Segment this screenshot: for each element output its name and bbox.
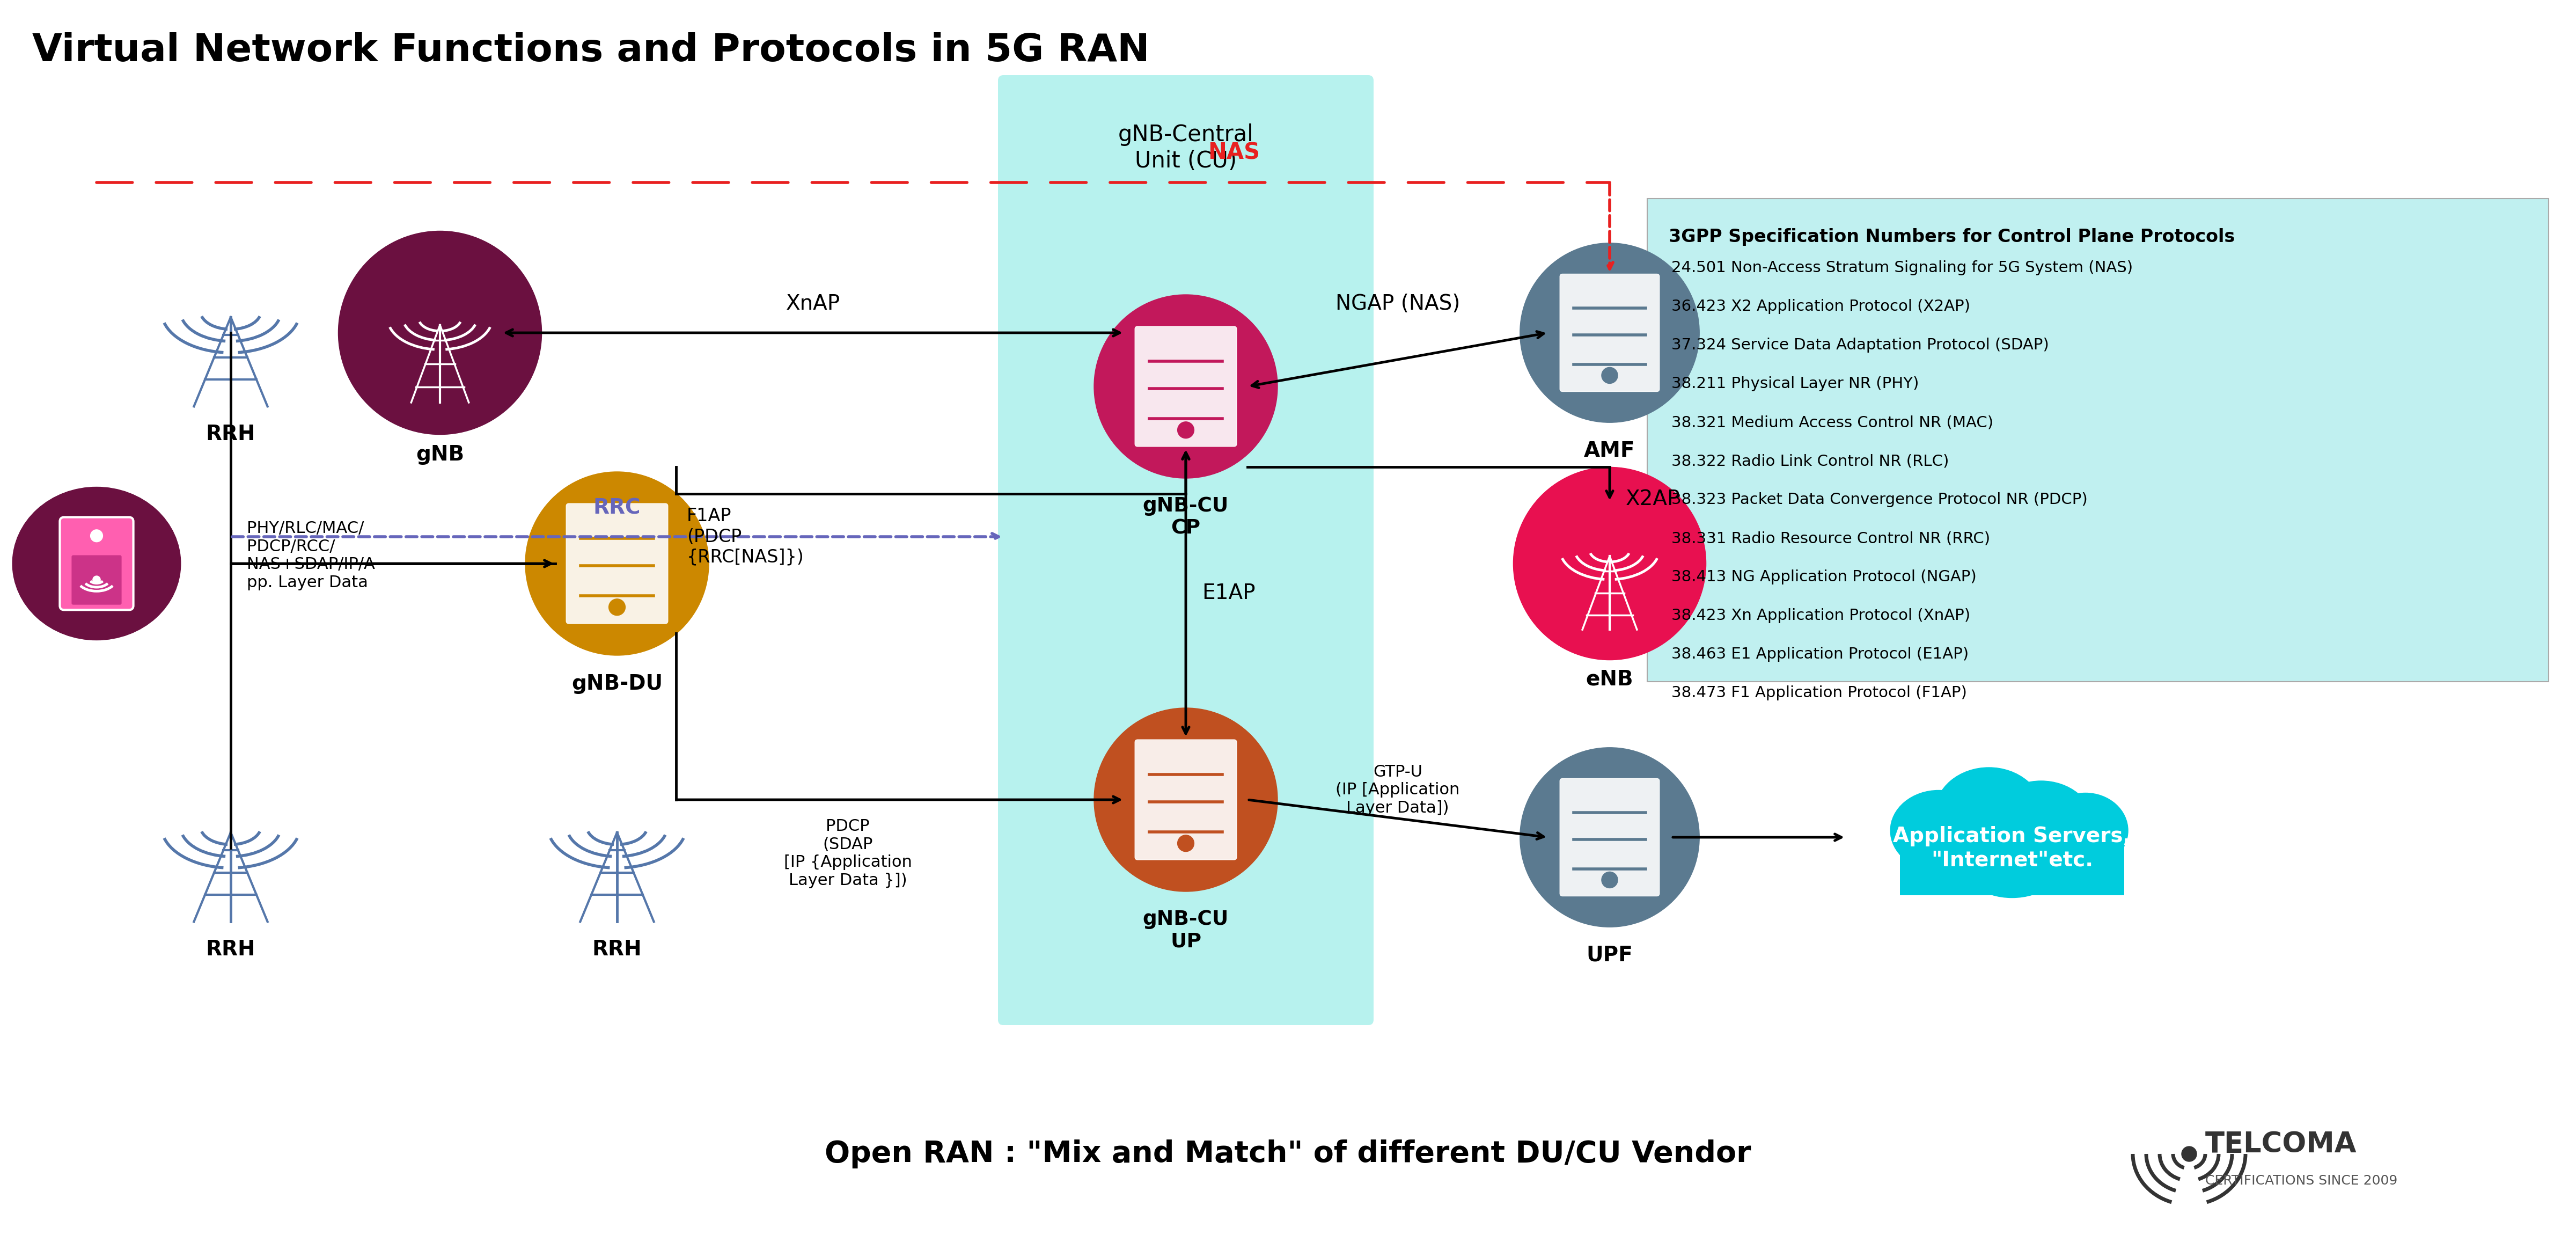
Circle shape xyxy=(608,599,626,615)
Text: gNB-CU
UP: gNB-CU UP xyxy=(1144,910,1229,951)
Text: gNB: gNB xyxy=(415,445,464,464)
Ellipse shape xyxy=(1520,747,1700,927)
Text: RRH: RRH xyxy=(592,939,641,960)
FancyBboxPatch shape xyxy=(1136,326,1236,447)
Text: CERTIFICATIONS SINCE 2009: CERTIFICATIONS SINCE 2009 xyxy=(2205,1174,2398,1187)
FancyBboxPatch shape xyxy=(72,556,121,605)
Text: Virtual Network Functions and Protocols in 5G RAN: Virtual Network Functions and Protocols … xyxy=(31,32,1149,69)
FancyBboxPatch shape xyxy=(1136,740,1236,860)
Ellipse shape xyxy=(1520,243,1700,422)
Text: 37.324 Service Data Adaptation Protocol (SDAP): 37.324 Service Data Adaptation Protocol … xyxy=(1672,337,2048,353)
Text: gNB-Central
Unit (CU): gNB-Central Unit (CU) xyxy=(1118,124,1255,172)
Text: eNB: eNB xyxy=(1587,669,1633,689)
Text: E1AP: E1AP xyxy=(1203,583,1255,603)
Text: TELCOMA: TELCOMA xyxy=(2205,1130,2357,1158)
Text: 38.473 F1 Application Protocol (F1AP): 38.473 F1 Application Protocol (F1AP) xyxy=(1672,685,1968,700)
Text: 24.501 Non-Access Stratum Signaling for 5G System (NAS): 24.501 Non-Access Stratum Signaling for … xyxy=(1672,261,2133,275)
Ellipse shape xyxy=(1512,467,1705,659)
Text: X2AP: X2AP xyxy=(1625,489,1680,509)
Ellipse shape xyxy=(1891,790,1986,871)
Circle shape xyxy=(1602,872,1618,888)
FancyBboxPatch shape xyxy=(1646,199,2548,682)
Circle shape xyxy=(2182,1146,2197,1161)
Text: NGAP (NAS): NGAP (NAS) xyxy=(1334,294,1461,314)
Text: 38.321 Medium Access Control NR (MAC): 38.321 Medium Access Control NR (MAC) xyxy=(1672,415,1994,430)
Text: 38.331 Radio Resource Control NR (RRC): 38.331 Radio Resource Control NR (RRC) xyxy=(1672,531,1991,546)
Text: RRH: RRH xyxy=(206,939,255,960)
Text: XnAP: XnAP xyxy=(786,294,840,314)
Text: UPF: UPF xyxy=(1587,945,1633,966)
Text: Open RAN : "Mix and Match" of different DU/CU Vendor: Open RAN : "Mix and Match" of different … xyxy=(824,1140,1752,1168)
Circle shape xyxy=(1602,367,1618,384)
Ellipse shape xyxy=(1935,767,2043,858)
Text: GTP-U
(IP [Application
Layer Data]): GTP-U (IP [Application Layer Data]) xyxy=(1334,764,1461,816)
FancyBboxPatch shape xyxy=(1561,274,1659,391)
Text: 36.423 X2 Application Protocol (X2AP): 36.423 X2 Application Protocol (X2AP) xyxy=(1672,299,1971,314)
FancyBboxPatch shape xyxy=(1561,778,1659,897)
Ellipse shape xyxy=(2007,813,2102,888)
Text: Application Servers,
"Internet"etc.: Application Servers, "Internet"etc. xyxy=(1893,826,2130,869)
Ellipse shape xyxy=(1922,813,2017,888)
Circle shape xyxy=(90,530,103,542)
Ellipse shape xyxy=(1958,818,2066,898)
Ellipse shape xyxy=(1095,295,1278,478)
Circle shape xyxy=(93,576,100,584)
Ellipse shape xyxy=(2043,793,2128,868)
Text: 3GPP Specification Numbers for Control Plane Protocols: 3GPP Specification Numbers for Control P… xyxy=(1669,228,2236,246)
Text: 38.322 Radio Link Control NR (RLC): 38.322 Radio Link Control NR (RLC) xyxy=(1672,453,1950,468)
Text: 38.211 Physical Layer NR (PHY): 38.211 Physical Layer NR (PHY) xyxy=(1672,377,1919,391)
Text: PHY/RLC/MAC/
PDCP/RCC/
NAS+SDAP/IP/A
pp. Layer Data: PHY/RLC/MAC/ PDCP/RCC/ NAS+SDAP/IP/A pp.… xyxy=(247,521,376,590)
Circle shape xyxy=(1177,422,1195,438)
Text: 38.423 Xn Application Protocol (XnAP): 38.423 Xn Application Protocol (XnAP) xyxy=(1672,608,1971,624)
Text: RRH: RRH xyxy=(206,424,255,445)
FancyBboxPatch shape xyxy=(567,504,667,624)
FancyBboxPatch shape xyxy=(1901,821,2125,895)
Text: 38.463 E1 Application Protocol (E1AP): 38.463 E1 Application Protocol (E1AP) xyxy=(1672,647,1968,662)
Text: F1AP
(PDCP
{RRC[NAS]}): F1AP (PDCP {RRC[NAS]}) xyxy=(688,508,804,566)
Circle shape xyxy=(1177,835,1195,852)
Ellipse shape xyxy=(13,487,180,640)
FancyBboxPatch shape xyxy=(59,517,134,610)
Ellipse shape xyxy=(1095,708,1278,892)
Text: gNB-DU: gNB-DU xyxy=(572,674,662,694)
Text: AMF: AMF xyxy=(1584,441,1636,461)
FancyBboxPatch shape xyxy=(997,75,1373,1025)
Ellipse shape xyxy=(337,231,541,435)
Text: gNB-CU
CP: gNB-CU CP xyxy=(1144,496,1229,538)
Ellipse shape xyxy=(1989,781,2094,867)
Ellipse shape xyxy=(526,472,708,656)
Text: PDCP
(SDAP
[IP {Application
Layer Data }]): PDCP (SDAP [IP {Application Layer Data }… xyxy=(783,819,912,888)
Text: 38.323 Packet Data Convergence Protocol NR (PDCP): 38.323 Packet Data Convergence Protocol … xyxy=(1672,493,2087,508)
Text: 38.413 NG Application Protocol (NGAP): 38.413 NG Application Protocol (NGAP) xyxy=(1672,569,1976,584)
Text: RRC: RRC xyxy=(592,498,641,517)
Text: NAS: NAS xyxy=(1208,141,1260,164)
